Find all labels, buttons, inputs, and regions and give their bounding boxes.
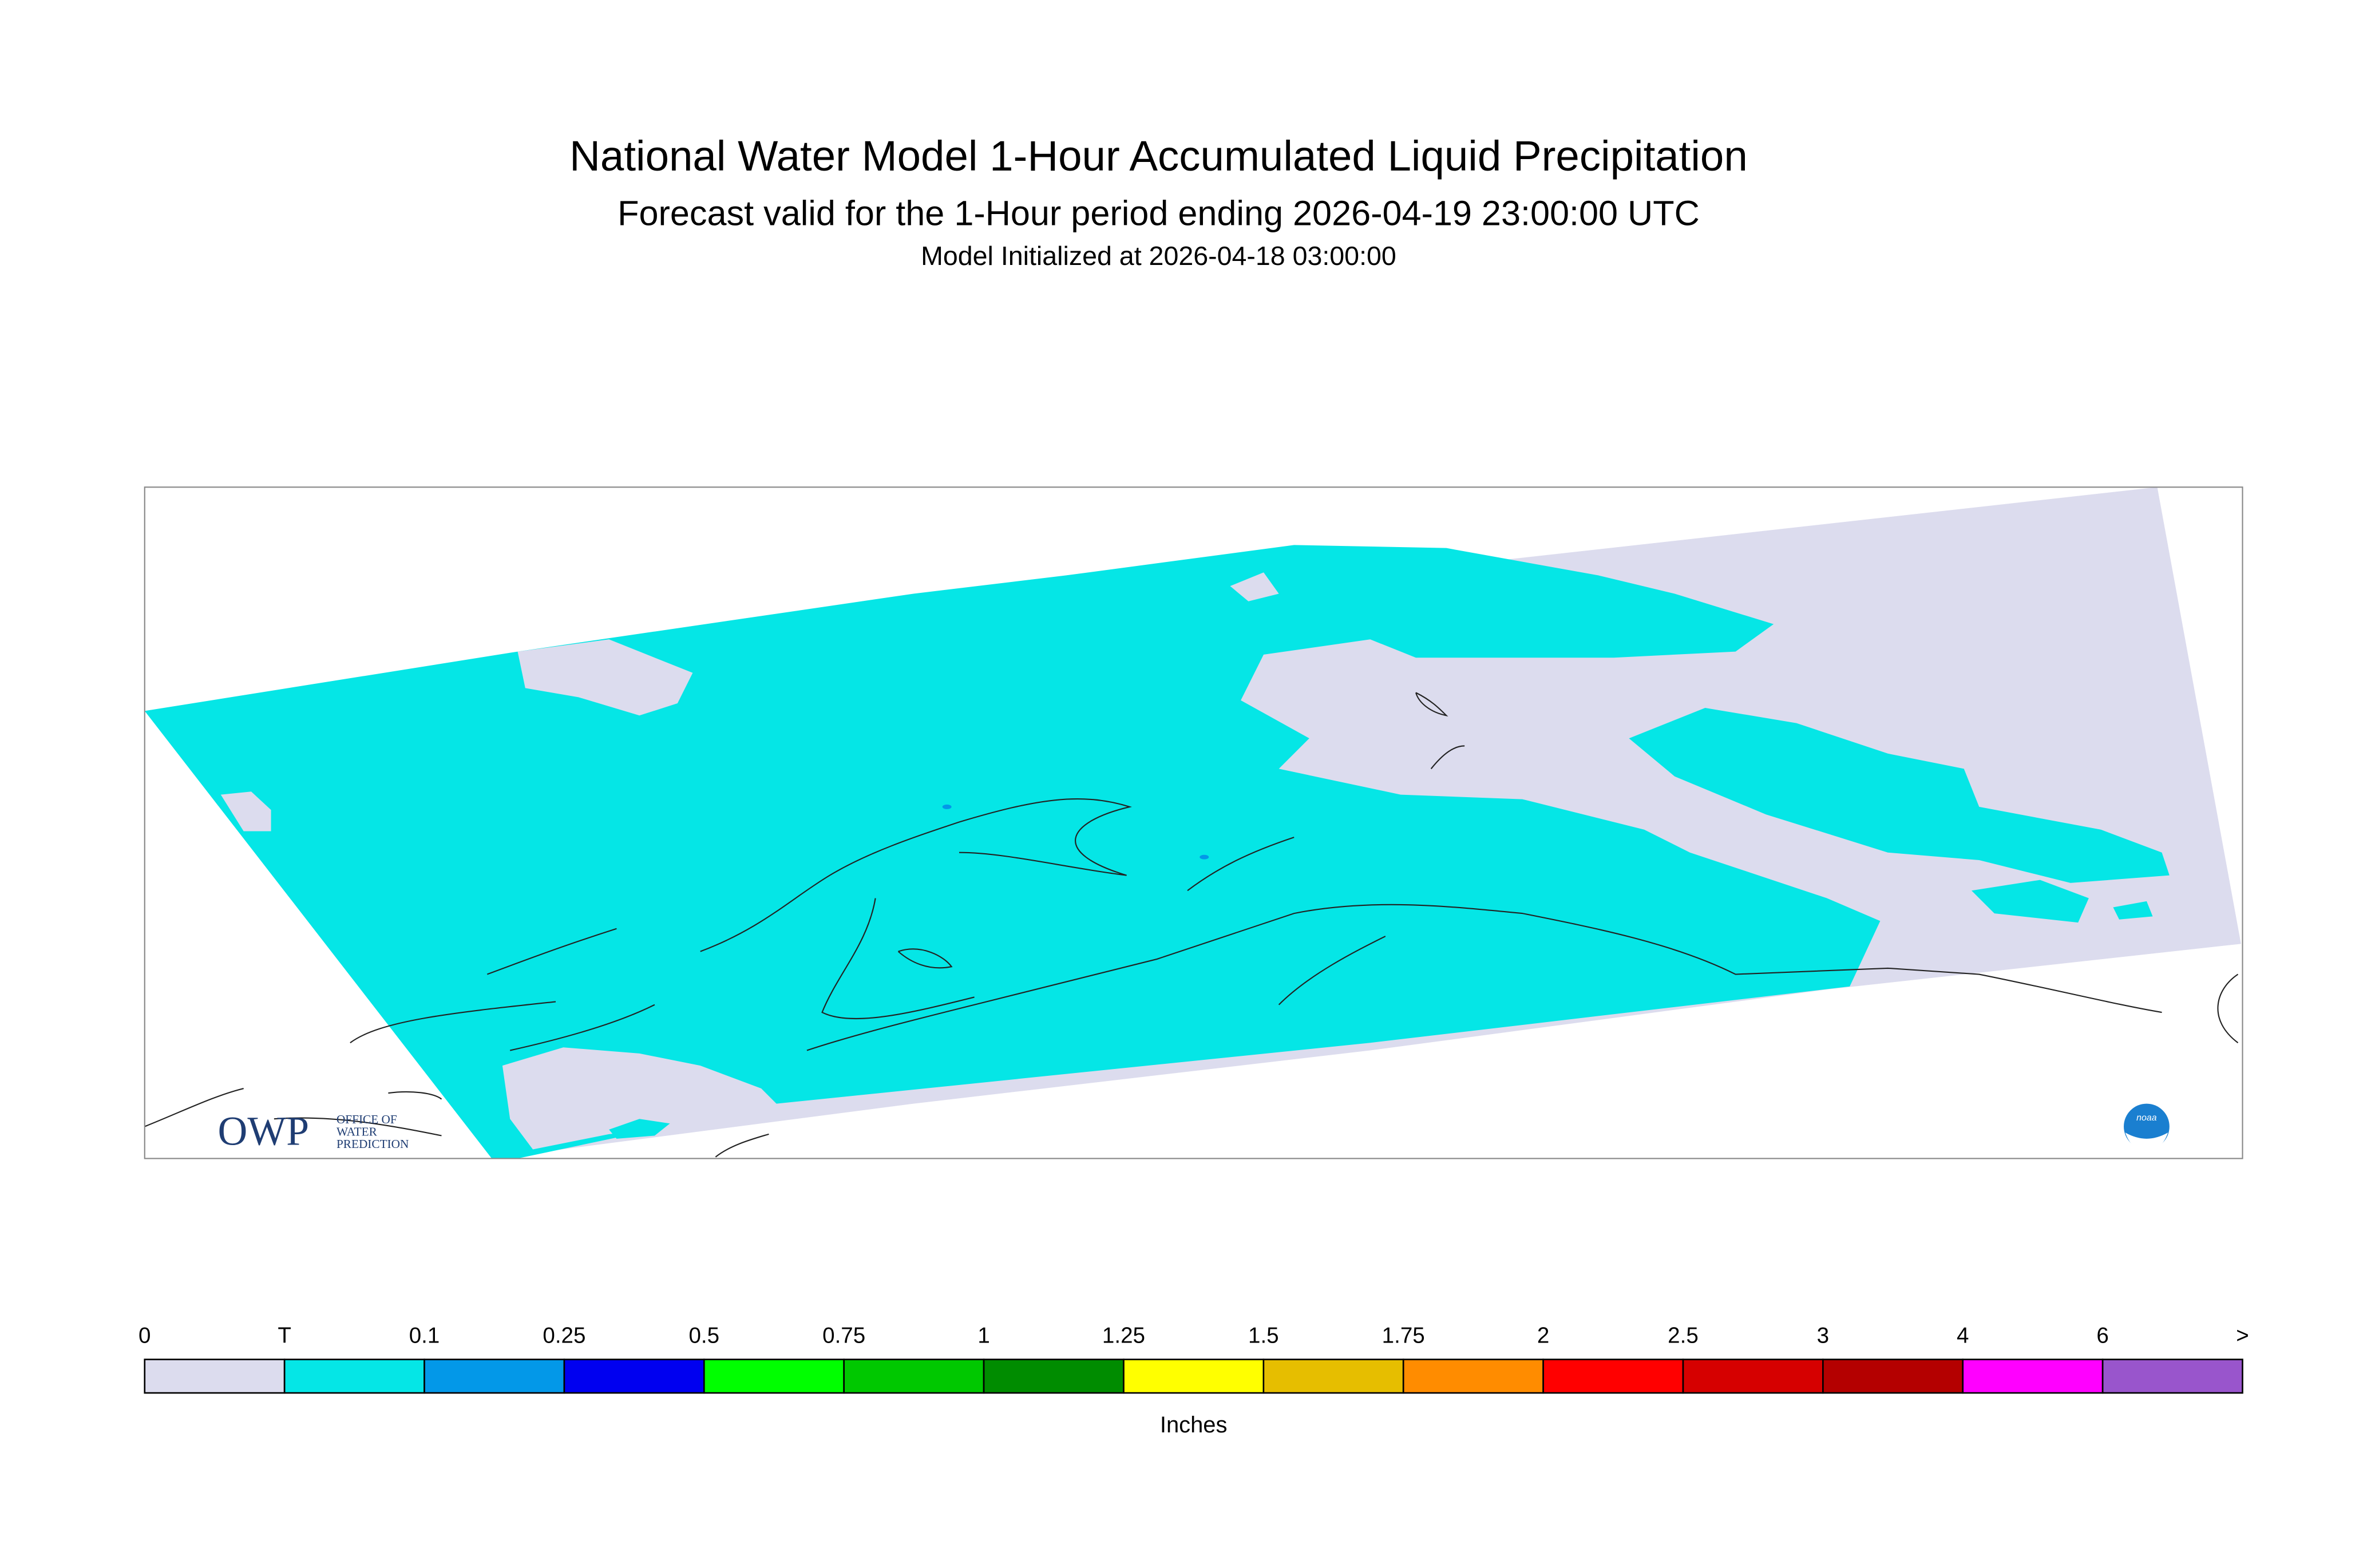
colorbar-box [1682,1359,1824,1394]
colorbar-unit: Inches [1160,1412,1228,1438]
colorbar-label: 2.5 [1668,1323,1699,1348]
colorbar-box [843,1359,985,1394]
owp-logo: OWP [217,1108,309,1154]
colorbar-box [1542,1359,1684,1394]
precip-trace [2113,901,2153,920]
owp-logo-text: WATER [337,1125,378,1139]
precip-trace [1629,707,2170,883]
colorbar-box [1822,1359,1964,1394]
colorbar-box [1123,1359,1265,1394]
subtitle: Forecast valid for the 1-Hour period end… [618,194,1700,233]
colorbar-box [1262,1359,1404,1394]
colorbar-box [563,1359,705,1394]
precip-trace [144,545,1881,1159]
colorbar-label: 1.25 [1102,1323,1145,1348]
colorbar-label: 2 [1537,1323,1549,1348]
map-frame [144,486,2243,1159]
coastlines [144,692,2239,1158]
precip-trace [609,1119,670,1139]
colorbar-label: T [278,1323,291,1348]
colorbar-box [423,1359,565,1394]
colorbar-label: > [2236,1323,2249,1348]
colorbar-box [703,1359,845,1394]
dry-area [220,791,271,831]
precip-spot [1200,854,1209,860]
colorbar-label: 0.25 [543,1323,585,1348]
colorbar-label: 4 [1957,1323,1969,1348]
init-time: Model Initialized at 2026-04-18 03:00:00 [921,241,1396,271]
colorbar-label: 1.75 [1382,1323,1425,1348]
colorbar-label: 0.1 [409,1323,440,1348]
precip-spot [942,804,952,809]
colorbar-label: 0 [138,1323,151,1348]
precip-trace [1972,880,2089,923]
dry-area [517,639,693,716]
colorbar-box [983,1359,1125,1394]
dry-area [502,1047,780,1150]
colorbar-box [144,1359,286,1394]
colorbar-box [1402,1359,1544,1394]
colorbar: 0 T 0.1 0.25 0.5 0.75 1 1.25 1.5 1.75 2 2.5 3 4 6 > [138,1323,2249,1394]
noaa-logo-wave [2125,1133,2168,1150]
colorbar-label: 3 [1817,1323,1829,1348]
dry-area [1230,572,1279,601]
map: OWP OFFICE OF WATER PREDICTION noaa [144,486,2243,1159]
noaa-logo-text: noaa [2136,1113,2157,1123]
colorbar-box [2101,1359,2243,1394]
colorbar-label: 1 [977,1323,989,1348]
title: National Water Model 1-Hour Accumulated … [569,132,1748,180]
colorbar-label: 0.5 [688,1323,719,1348]
colorbar-label: 6 [2096,1323,2108,1348]
colorbar-label: 0.75 [822,1323,865,1348]
owp-logo-text: OFFICE OF [337,1112,397,1126]
colorbar-label: 1.5 [1248,1323,1279,1348]
colorbar-box [283,1359,425,1394]
owp-logo-text: PREDICTION [337,1137,409,1151]
colorbar-box [1962,1359,2104,1394]
